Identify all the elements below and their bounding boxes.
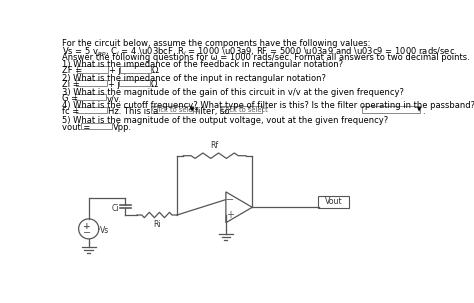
FancyBboxPatch shape [77,66,108,72]
Text: v/v.: v/v. [107,94,121,103]
Text: Vs = 5 v$_{pp}$, C$_i$ = 4 \u03bcF, R$_i$ = 1000 \u03a9, RF = 5000 \u03a9 and \u: Vs = 5 v$_{pp}$, C$_i$ = 4 \u03bcF, R$_i… [62,46,457,59]
FancyBboxPatch shape [76,80,107,86]
Text: fc =: fc = [62,107,79,116]
Text: +: + [227,210,235,220]
Text: Zi =: Zi = [62,80,79,89]
FancyBboxPatch shape [362,106,419,113]
Text: ▼: ▼ [417,107,421,112]
Text: Hz. This is a: Hz. This is a [108,107,158,116]
FancyBboxPatch shape [318,196,349,208]
FancyBboxPatch shape [81,123,112,129]
FancyBboxPatch shape [219,106,262,113]
Text: 4) What is the cutoff frequency? What type of filter is this? Is the filter oper: 4) What is the cutoff frequency? What ty… [62,101,474,110]
Text: Click to select: Click to select [152,107,199,113]
FancyBboxPatch shape [75,94,106,100]
FancyBboxPatch shape [120,66,151,72]
FancyBboxPatch shape [76,107,107,113]
Text: Ω.: Ω. [152,66,161,75]
Text: + j: + j [108,80,120,89]
Text: Click to select: Click to select [221,107,268,113]
Text: Vout: Vout [325,198,342,206]
Text: + j: + j [109,66,121,75]
Text: filter, so: filter, so [195,107,229,116]
Text: Answer the following questions for ω = 1000 rads/sec. Format all answers to two : Answer the following questions for ω = 1… [62,53,469,62]
Text: Ω.: Ω. [151,80,160,89]
Text: +: + [83,222,91,231]
Text: 1) What is the impedance of the feedback in rectangular notation?: 1) What is the impedance of the feedback… [62,60,343,69]
Text: Rf: Rf [210,141,219,150]
Text: 5) What is the magnitude of the output voltage, vout at the given frequency?: 5) What is the magnitude of the output v… [62,116,388,125]
Text: vout =: vout = [62,123,90,132]
Text: Vpp.: Vpp. [113,123,132,132]
FancyBboxPatch shape [119,80,150,86]
Text: Ri: Ri [153,220,161,229]
FancyBboxPatch shape [151,106,193,113]
Text: −: − [227,195,235,205]
Text: ▼: ▼ [190,107,194,112]
Text: 3) What is the magnitude of the gain of this circuit in v/v at the given frequen: 3) What is the magnitude of the gain of … [62,88,403,97]
Text: G =: G = [62,94,78,103]
Text: Vs: Vs [100,226,109,235]
Text: ZF =: ZF = [62,66,82,75]
Text: −: − [83,228,91,238]
Text: For the circuit below, assume the components have the following values:: For the circuit below, assume the compon… [62,39,370,48]
Text: .: . [422,107,425,116]
Text: 2) What is the impedance of the input in rectangular notation?: 2) What is the impedance of the input in… [62,74,326,83]
Text: Ci: Ci [111,204,119,213]
